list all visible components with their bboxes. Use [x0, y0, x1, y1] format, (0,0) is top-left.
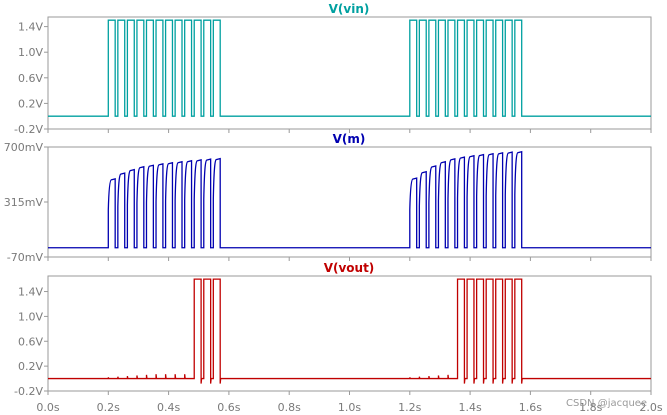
x-tick-label: 1.6s: [519, 401, 542, 414]
x-tick-label: 2.0s: [639, 401, 662, 414]
x-tick-label: 1.4s: [458, 401, 481, 414]
x-tick-label: 0.0s: [36, 401, 59, 414]
x-tick-label: 1.2s: [398, 401, 421, 414]
vout-y-tick-label: 0.2V: [18, 360, 43, 373]
vin-plot-frame: [47, 16, 652, 130]
vout-y-tick-label: 0.6V: [18, 335, 43, 348]
m-plot-frame: [47, 146, 652, 258]
vin-y-tick-label: 1.4V: [18, 21, 43, 34]
x-tick-label: 0.2s: [97, 401, 120, 414]
vout-waveform: [48, 278, 651, 384]
vin-y-tick-label: 0.2V: [18, 97, 43, 110]
m-plot-title: V(m): [333, 132, 366, 146]
vin-y-tick-label: 1.0V: [18, 46, 43, 59]
vout-plot-title: V(vout): [324, 261, 375, 275]
vout-y-ticks: -0.2V 0.2V 0.6V 1.0V 1.4V: [14, 286, 48, 398]
vin-y-ticks: -0.2V 0.2V 0.6V 1.0V 1.4V: [14, 21, 48, 136]
vin-plot-title: V(vin): [329, 2, 370, 16]
m-y-tick-label: -70mV: [7, 251, 44, 264]
vin-waveform: [48, 19, 651, 117]
m-y-tick-label: 315mV: [4, 196, 44, 209]
vin-y-tick-label: 0.6V: [18, 72, 43, 85]
x-tick-label: 1.8s: [579, 401, 602, 414]
m-y-ticks: -70mV 315mV 700mV: [4, 141, 48, 264]
x-tick-label: 1.0s: [338, 401, 361, 414]
vin-y-tick-label: -0.2V: [14, 123, 43, 136]
vout-y-tick-label: -0.2V: [14, 385, 43, 398]
time-axis-ticks: 0.0s 0.2s 0.4s 0.6s 0.8s 1.0s 1.2s 1.4s 1.6s 1.8s…: [36, 129, 663, 414]
vout-y-tick-label: 1.0V: [18, 310, 43, 323]
watermark: CSDN @jacquee: [566, 398, 648, 409]
vout-plot-frame: [47, 275, 652, 392]
m-y-tick-label: 700mV: [4, 141, 44, 154]
x-tick-label: 0.4s: [157, 401, 180, 414]
vout-y-tick-label: 1.4V: [18, 286, 43, 299]
x-tick-label: 0.8s: [278, 401, 301, 414]
x-tick-label: 0.6s: [217, 401, 240, 414]
m-waveform: [48, 150, 651, 249]
